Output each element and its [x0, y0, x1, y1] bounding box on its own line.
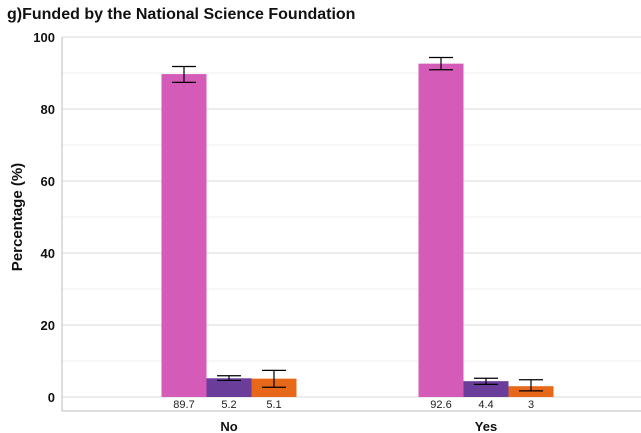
bar: [418, 63, 464, 397]
bar: [161, 74, 207, 397]
y-tick-label: 60: [41, 174, 55, 189]
y-tick-label: 100: [33, 30, 55, 45]
chart-title: g)Funded by the National Science Foundat…: [7, 6, 356, 23]
x-tick-label: Yes: [475, 419, 497, 433]
x-tick-label: No: [220, 419, 237, 433]
bar: [206, 378, 252, 397]
data-label: 4.4: [478, 399, 493, 411]
y-tick-label: 0: [48, 390, 55, 405]
y-axis-title: Percentage (%): [9, 163, 26, 271]
y-tick-label: 20: [41, 318, 55, 333]
data-label: 3: [528, 399, 534, 411]
data-label: 5.1: [266, 399, 281, 411]
bar: [463, 381, 509, 397]
y-tick-label: 80: [41, 102, 55, 117]
y-tick-label: 40: [41, 246, 55, 261]
bar: [508, 386, 554, 397]
data-label: 92.6: [430, 399, 451, 411]
data-label: 89.7: [173, 399, 194, 411]
data-label: 5.2: [221, 399, 236, 411]
